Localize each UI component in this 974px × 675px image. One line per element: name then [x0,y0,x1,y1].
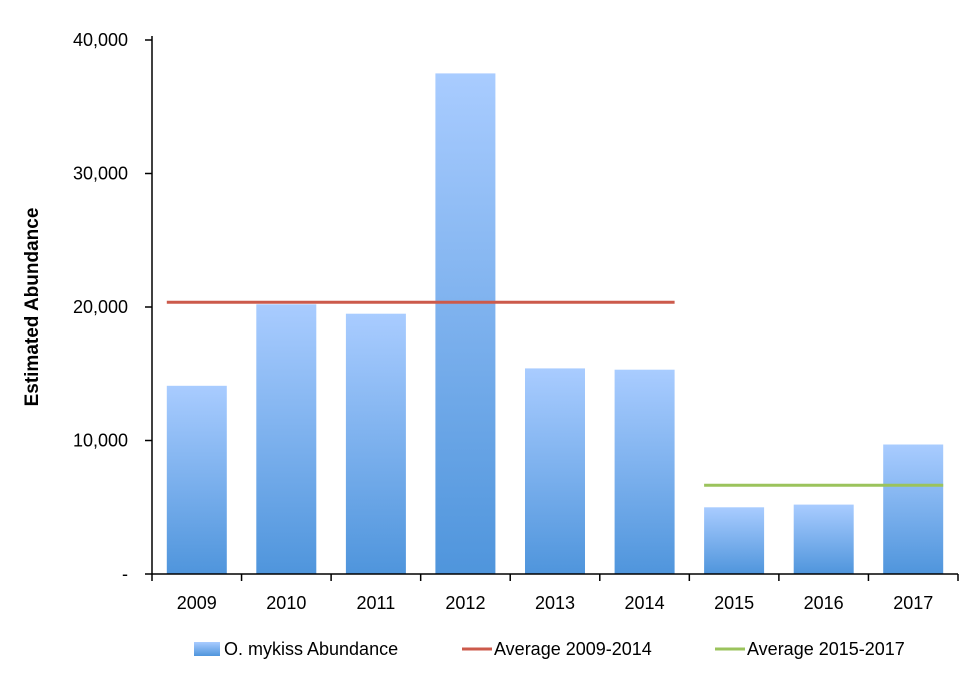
legend-label-bar: O. mykiss Abundance [224,639,398,659]
y-tick-label: 30,000 [73,164,128,184]
bar-2009 [166,385,227,574]
bar-2017 [883,444,944,574]
x-tick-label-2013: 2013 [535,593,575,613]
bar-2011 [345,313,406,574]
y-tick-label: 10,000 [73,431,128,451]
reference-lines-layer [166,300,944,487]
axes-layer [145,36,959,581]
bar-2014 [614,369,675,574]
x-tick-label-2017: 2017 [893,593,933,613]
bar-2015 [704,507,765,575]
bar-2012 [435,73,496,575]
x-tick-label-2014: 2014 [625,593,665,613]
x-tick-label-2015: 2015 [714,593,754,613]
bars-layer [166,73,944,575]
labels-layer: - 10,000 20,000 30,000 40,000 2009 2010 2011 201… [73,30,933,613]
x-tick-label-2012: 2012 [445,593,485,613]
legend-label-line-2: Average 2015-2017 [747,639,905,659]
bar-2013 [525,368,585,574]
y-tick-label: 40,000 [73,30,128,50]
x-tick-label-2009: 2009 [177,593,217,613]
bar-2016 [793,504,854,574]
legend-label-line-1: Average 2009-2014 [494,639,652,659]
bar-2010 [256,304,317,574]
x-tick-label-2010: 2010 [266,593,306,613]
legend-swatch-bar [194,642,220,656]
x-tick-label-2016: 2016 [804,593,844,613]
y-tick-label: - [122,564,128,584]
y-tick-label: 20,000 [73,297,128,317]
x-tick-label-2011: 2011 [357,593,396,613]
y-axis-title: Estimated Abundance [22,208,43,407]
legend: O. mykiss Abundance Average 2009-2014 Aver… [194,639,905,659]
